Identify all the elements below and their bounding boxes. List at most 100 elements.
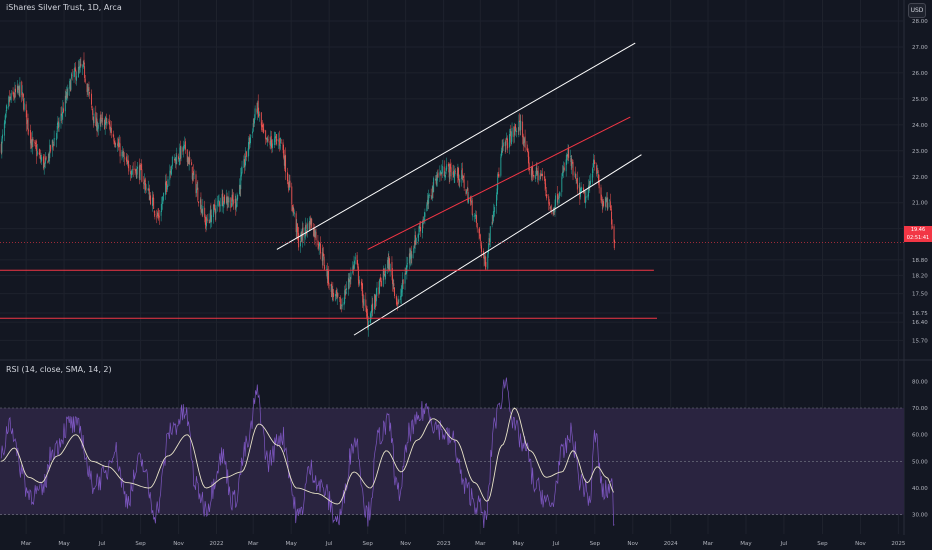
candle-up [565,155,567,177]
candle-down [126,156,128,165]
candle-up [518,114,520,138]
candle-down [253,117,255,128]
candle-down [91,89,92,108]
candle-up [492,203,494,223]
candle-up [245,147,247,166]
candle-down [263,122,265,134]
candle-up [571,155,573,175]
currency-button[interactable]: USD [908,3,926,18]
candle-up [145,184,147,193]
candle-up [70,77,72,92]
channel-lower[interactable] [353,154,642,336]
candle-up [221,188,223,213]
candle-up [406,256,408,280]
candle-up [257,100,259,121]
candle-down [23,94,25,112]
rsi-axis[interactable]: 30.00 40.00 50.00 60.00 70.00 80.00 [912,379,928,518]
candle-down [321,244,323,269]
candle-up [226,189,227,205]
candle-up [193,169,195,180]
candle-up [56,122,58,139]
candle-down [123,152,125,166]
candle-up [445,172,446,180]
candle-up [93,107,95,126]
candle-up [509,128,511,137]
channel-mid[interactable] [367,116,631,250]
candle-down [380,277,382,288]
candle-up [410,248,412,267]
channel-upper[interactable] [276,42,636,250]
candle-up [231,188,233,206]
candle-down [419,221,421,230]
candle-down [361,278,362,292]
candle-up [117,137,119,152]
candle-down [48,151,50,162]
candle-down [286,167,288,185]
candle-up [385,264,387,280]
candle-down [232,189,234,207]
candle-up [132,165,133,175]
candle-down [138,158,140,185]
candle-down [205,216,207,233]
candle-up [322,248,324,266]
candle-down [515,123,517,132]
candle-up [2,129,3,144]
candle-down [315,228,317,247]
candle-up [170,165,172,175]
candle-up [217,195,219,207]
candle-up [64,90,66,117]
candle-down [305,222,307,237]
time-tick-label: Mar [21,541,32,547]
candle-down [394,286,395,299]
candle-up [82,60,84,69]
candle-down [65,89,67,104]
candle-up [209,205,211,229]
time-axis[interactable]: Mar May Jul Sep Nov 2022 Mar May Jul Sep Nov 2023 Ma… [21,541,906,547]
candle-up [174,157,176,168]
drawn-lines[interactable] [0,42,904,336]
rsi-band-layer [0,407,904,515]
candle-down [610,205,612,212]
candle-down [548,199,550,206]
candle-up [374,293,375,314]
candle-up [462,174,464,183]
candle-up [537,170,538,183]
candle-down [378,281,380,299]
candle-up [48,152,49,163]
candle-up [123,151,125,162]
last-price-countdown: 02:51:41 [906,235,930,241]
candle-down [206,214,208,223]
candle-down [405,267,407,275]
candle-up [167,176,169,187]
candle-down [432,182,434,199]
candle-down [118,138,120,151]
candle-up [236,192,238,208]
candle-down [328,265,329,289]
candle-down [449,159,451,173]
candle-down [333,289,334,302]
candle-up [288,174,290,191]
candle-up [169,164,171,186]
candle-up [69,78,71,96]
candle-up [382,265,384,288]
candle-up [3,119,5,142]
candle-down [38,148,40,159]
candle-up [56,131,58,148]
candle-up [240,166,242,181]
candle-up [313,227,315,238]
candle-up [76,71,77,86]
candle-up [278,132,280,150]
candle-up [252,118,254,132]
candle-down [598,174,600,194]
price-axis[interactable]: 15.7016.4016.7517.5018.2018.8020.0021.00… [912,19,928,344]
price-tick-label: 16.40 [912,320,928,326]
candle-up [51,138,53,157]
candle-down [498,167,500,179]
candle-up [343,297,345,311]
candle-down [478,227,480,240]
candle-down [326,262,328,286]
candle-down [158,207,160,221]
candle-down [109,120,111,136]
candle-up [472,213,474,221]
